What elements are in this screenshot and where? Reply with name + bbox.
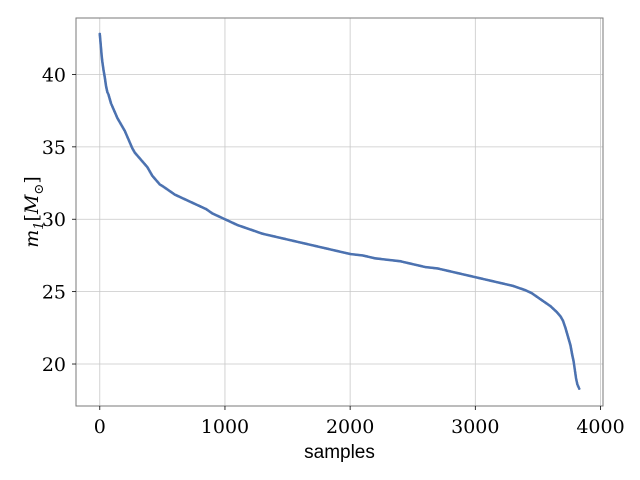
data-series xyxy=(98,32,581,390)
x-tick-label: 1000 xyxy=(201,416,249,438)
data-point xyxy=(577,387,581,390)
y-tick-label: 30 xyxy=(42,209,66,231)
y-tick-label: 25 xyxy=(42,282,66,304)
x-tick-label: 0 xyxy=(94,416,106,438)
x-tick-label: 4000 xyxy=(576,416,624,438)
x-axis-label: samples xyxy=(304,442,375,463)
y-tick-label: 35 xyxy=(42,137,66,159)
y-tick-label: 20 xyxy=(42,354,66,376)
x-tick-label: 2000 xyxy=(326,416,374,438)
plot-frame xyxy=(75,17,604,407)
y-tick-label: 40 xyxy=(42,64,66,86)
grid xyxy=(76,18,603,406)
axis-ticks: 0 1000 2000 3000 4000 20 25 30 35 40 xyxy=(42,64,625,438)
x-tick-label: 3000 xyxy=(451,416,499,438)
